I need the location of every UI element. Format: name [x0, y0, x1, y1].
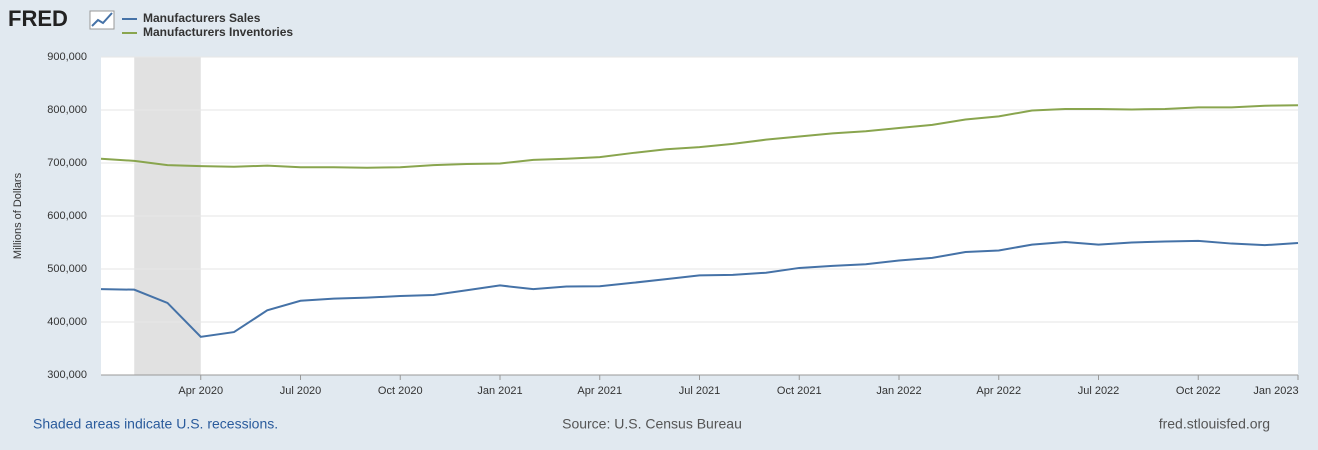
- x-tick-label: Apr 2021: [577, 385, 622, 397]
- x-tick-label: Apr 2020: [178, 385, 223, 397]
- y-tick-label: 700,000: [47, 157, 87, 169]
- x-tick-label: Jan 2021: [477, 385, 522, 397]
- logo-icon: [89, 10, 115, 30]
- y-axis-label: Millions of Dollars: [12, 172, 24, 259]
- x-tick-label: Oct 2022: [1176, 385, 1221, 397]
- recession-note[interactable]: Shaded areas indicate U.S. recessions.: [33, 416, 278, 432]
- x-tick-label: Jan 2023: [1253, 385, 1298, 397]
- x-tick-label: Jan 2022: [876, 385, 921, 397]
- x-tick-label: Oct 2020: [378, 385, 423, 397]
- y-tick-label: 500,000: [47, 263, 87, 275]
- logo: FRED: [8, 6, 68, 31]
- y-tick-label: 900,000: [47, 51, 87, 63]
- y-tick-label: 600,000: [47, 210, 87, 222]
- x-tick-label: Oct 2021: [777, 385, 822, 397]
- x-tick-label: Jul 2021: [679, 385, 721, 397]
- x-tick-label: Apr 2022: [976, 385, 1021, 397]
- legend-label: Manufacturers Sales: [143, 11, 261, 25]
- source: Source: U.S. Census Bureau: [562, 416, 742, 432]
- series-line: [100, 239, 1299, 338]
- y-tick-label: 300,000: [47, 369, 87, 381]
- x-tick-label: Jul 2022: [1078, 385, 1120, 397]
- site-link[interactable]: fred.stlouisfed.org: [1159, 416, 1270, 432]
- x-tick-label: Jul 2020: [280, 385, 322, 397]
- y-tick-label: 400,000: [47, 316, 87, 328]
- legend-label: Manufacturers Inventories: [143, 25, 293, 39]
- y-tick-label: 800,000: [47, 104, 87, 116]
- series-line: [100, 104, 1299, 169]
